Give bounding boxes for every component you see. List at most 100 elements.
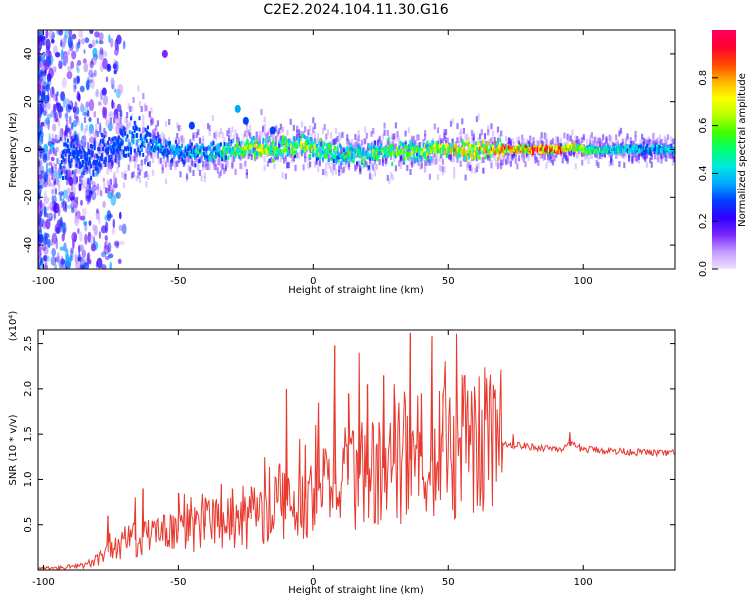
heatmap-cell [534,144,537,149]
heatmap-cell [456,150,459,155]
snr-frame [37,329,676,571]
heatmap-cell [331,153,334,158]
heatmap-cell [84,37,90,44]
heatmap-cell [158,156,161,163]
heatmap-cell [545,139,548,145]
heatmap-cell [313,131,317,138]
heatmap-cell [250,140,253,145]
heatmap-cell [38,105,41,117]
heatmap-cell [38,61,41,71]
heatmap-cell [177,138,180,145]
heatmap-cell [203,162,206,169]
heatmap-cell [482,167,485,174]
heatmap-cell [291,155,294,162]
heatmap-cell [645,146,647,151]
heatmap-cell [79,244,85,252]
heatmap-cell [82,171,85,176]
heatmap-cell [602,143,605,150]
spectrogram-x-label: Height of straight line (km) [288,285,424,296]
heatmap-cell [124,131,126,136]
heatmap-cell [382,147,385,152]
heatmap-cell [184,148,187,153]
heatmap-cell [232,150,235,155]
heatmap-cell [134,134,137,139]
heatmap-cell [176,151,179,156]
heatmap-cell [651,146,654,151]
heatmap-cell [207,159,210,166]
heatmap-cell [69,131,72,138]
heatmap-cell [354,165,357,172]
heatmap-cell [516,150,519,154]
heatmap-cell [585,146,588,151]
heatmap-cell [130,142,134,149]
heatmap-cell [550,148,553,153]
heatmap-cell [326,142,329,147]
heatmap-cell [211,142,214,147]
heatmap-cell [594,149,596,154]
heatmap-cell [258,148,261,153]
heatmap-cell [192,170,195,176]
heatmap-cell [461,139,464,144]
heatmap-cell [375,147,378,152]
heatmap-cell [147,173,150,180]
heatmap-cell [426,151,429,156]
heatmap-cell [145,171,148,177]
heatmap-cell [98,167,101,174]
heatmap-cell [60,256,64,268]
heatmap-cell [523,149,526,154]
heatmap-cell [111,158,114,165]
heatmap-cell [257,135,260,142]
heatmap-cell [111,151,114,156]
heatmap-cell [386,139,389,146]
heatmap-cell [178,145,181,150]
heatmap-cell [622,148,624,153]
heatmap-cell [438,144,441,149]
heatmap-cell [498,144,501,149]
heatmap-cell [464,142,467,147]
heatmap-cell [74,120,77,126]
heatmap-cell [630,149,633,154]
heatmap-cell [75,163,78,168]
heatmap-cell [550,157,553,163]
heatmap-cell [459,158,462,165]
heatmap-cell [396,135,399,142]
heatmap-cell [433,146,436,151]
heatmap-cell [209,146,211,151]
heatmap-cell [130,106,134,112]
heatmap-cell [644,156,647,162]
heatmap-cell [121,223,127,235]
heatmap-cell [135,156,138,163]
heatmap-cell [50,241,56,246]
heatmap-cell [508,137,511,144]
heatmap-cell [521,154,524,161]
heatmap-cell [251,149,254,154]
heatmap-cell [458,147,460,152]
heatmap-cell [480,140,483,147]
heatmap-cell [285,148,288,153]
heatmap-cell [402,144,406,151]
heatmap-cell [65,112,69,122]
heatmap-cell [51,39,55,44]
heatmap-cell [130,150,132,155]
heatmap-cell [630,147,633,152]
heatmap-cell [203,172,206,179]
heatmap-cell [45,30,49,39]
heatmap-cell [503,156,506,163]
heatmap-cell [44,256,47,268]
heatmap-cell [67,195,70,202]
heatmap-cell [109,178,112,185]
heatmap-cell [326,155,329,162]
heatmap-cell [109,166,112,173]
heatmap-cell [410,141,413,145]
heatmap-cell [419,147,422,152]
heatmap-cell [98,40,104,45]
heatmap-cell [595,148,598,153]
heatmap-cell [270,142,273,147]
heatmap-cell [74,169,77,176]
heatmap-cell [417,153,420,158]
heatmap-cell [445,137,448,143]
heatmap-cell [574,135,577,142]
heatmap-cell [607,145,610,150]
heatmap-cell [477,141,480,146]
heatmap-cell [270,152,273,156]
